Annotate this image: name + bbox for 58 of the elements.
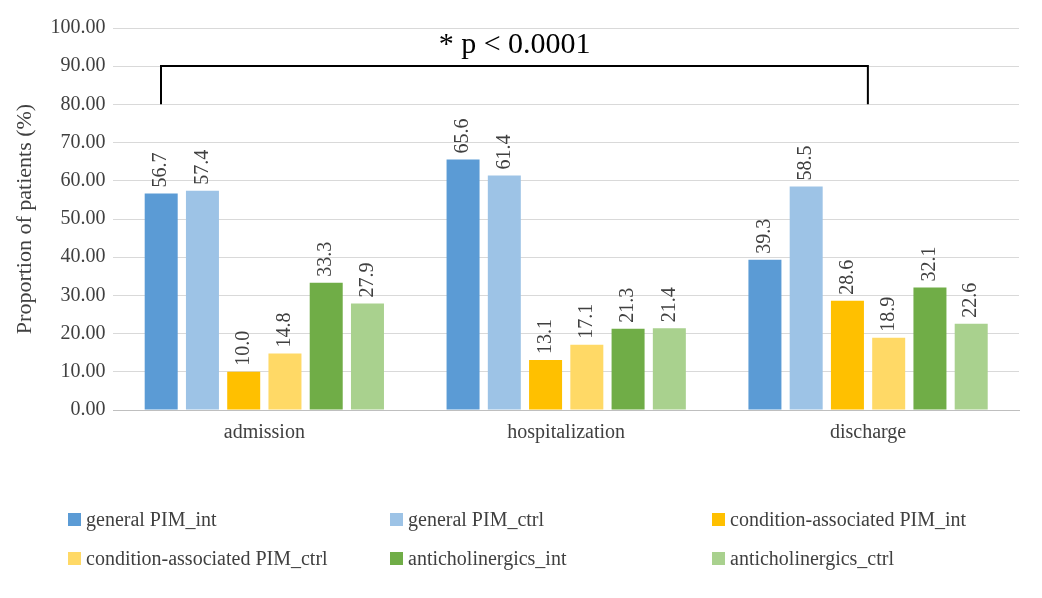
- legend-label: general PIM_int: [86, 508, 217, 531]
- data-label: 28.6: [834, 259, 857, 295]
- y-tick-label: 30.00: [60, 282, 106, 305]
- bar: [954, 323, 988, 410]
- y-tick-label: 0.00: [70, 397, 106, 420]
- x-tick-label: discharge: [829, 420, 907, 444]
- bar: [611, 328, 645, 410]
- bar: [652, 328, 686, 410]
- data-label: 32.1: [917, 246, 940, 282]
- y-tick-label: 80.00: [60, 91, 106, 114]
- data-label: 14.8: [272, 312, 295, 348]
- y-tick-label: 50.00: [60, 206, 106, 229]
- bar: [309, 282, 343, 410]
- y-tick-label: 70.00: [60, 129, 106, 152]
- y-tick-label: 40.00: [60, 244, 106, 267]
- bar: [570, 344, 604, 410]
- annotation: * p < 0.0001: [437, 26, 592, 61]
- bar: [185, 190, 219, 410]
- data-label: 65.6: [450, 118, 473, 154]
- data-label: 13.1: [532, 318, 555, 354]
- legend-label: anticholinergics_ctrl: [730, 547, 895, 570]
- legend-label: general PIM_ctrl: [408, 508, 545, 531]
- bar: [144, 193, 178, 410]
- bar: [487, 175, 521, 410]
- data-label: 22.6: [958, 282, 981, 318]
- y-tick-label: 20.00: [60, 320, 106, 343]
- data-label: 58.5: [793, 145, 816, 181]
- data-label: 61.4: [491, 134, 514, 170]
- data-label: 18.9: [875, 296, 898, 332]
- bar: [227, 371, 261, 410]
- y-tick-label: 90.00: [60, 53, 106, 76]
- y-tick-label: 60.00: [60, 168, 106, 191]
- bar: [913, 287, 947, 410]
- bar: [350, 303, 384, 410]
- y-axis-title: Proportion of patients (%): [10, 103, 36, 335]
- bar: [748, 259, 782, 410]
- legend-label: anticholinergics_int: [408, 547, 567, 570]
- data-label: 21.3: [615, 287, 638, 323]
- data-label: 27.9: [354, 262, 377, 298]
- legend-label: condition-associated PIM_int: [730, 508, 967, 531]
- data-label: 17.1: [574, 303, 597, 339]
- data-label: 39.3: [752, 218, 775, 254]
- data-label: 21.4: [656, 287, 679, 323]
- bar: [789, 186, 823, 410]
- bar: [830, 300, 864, 410]
- data-label: 57.4: [189, 149, 212, 185]
- data-label: 33.3: [313, 241, 336, 277]
- x-tick-label: hospitalization: [507, 420, 626, 444]
- y-tick-label: 100.00: [50, 15, 106, 38]
- bar: [529, 359, 563, 410]
- data-label: 56.7: [148, 152, 171, 188]
- legend-label: condition-associated PIM_ctrl: [86, 547, 328, 570]
- x-tick-label: admission: [223, 420, 305, 443]
- bar: [872, 337, 906, 410]
- data-label: 10.0: [230, 330, 253, 366]
- bar: [446, 159, 480, 410]
- bar: [268, 353, 302, 410]
- y-tick-label: 10.00: [60, 359, 106, 382]
